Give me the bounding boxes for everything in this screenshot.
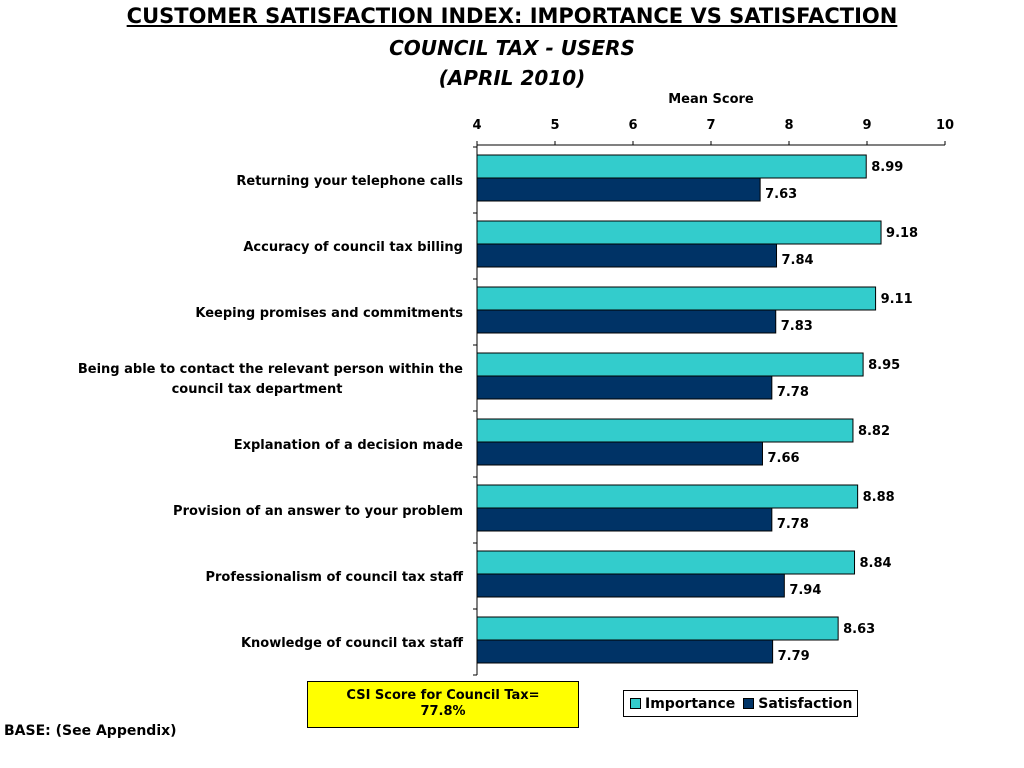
importance-data-label: 8.95 [868, 358, 900, 373]
category-label-line: council tax department [172, 382, 343, 397]
x-tick-label: 4 [472, 118, 481, 133]
importance-bar [476, 220, 882, 245]
x-tick-label: 5 [550, 118, 559, 133]
x-tick-label: 7 [706, 118, 715, 133]
chart-date: (APRIL 2010) [438, 66, 586, 90]
importance-bar [476, 616, 839, 641]
satisfaction-bar [476, 507, 773, 532]
importance-data-label: 8.84 [860, 556, 892, 571]
category-label-line: Knowledge of council tax staff [241, 636, 464, 651]
satisfaction-data-label: 7.84 [782, 253, 814, 268]
x-axis-title: Mean Score [668, 92, 754, 107]
satisfaction-data-label: 7.83 [781, 319, 813, 334]
chart-title: CUSTOMER SATISFACTION INDEX: IMPORTANCE … [126, 4, 898, 28]
legend-label-satisfaction: Satisfaction [758, 695, 853, 712]
chart-legend: Importance Satisfaction [623, 690, 858, 717]
importance-bar [476, 550, 856, 575]
x-tick-label: 10 [936, 118, 954, 133]
importance-bar [476, 484, 859, 509]
satisfaction-data-label: 7.78 [777, 517, 809, 532]
legend-swatch-satisfaction [743, 698, 755, 709]
satisfaction-bar [476, 309, 777, 334]
legend-item-importance: Importance [630, 696, 735, 712]
satisfaction-data-label: 7.66 [767, 451, 799, 466]
importance-data-label: 8.88 [863, 490, 895, 505]
satisfaction-bar [476, 639, 774, 664]
category-label-line: Provision of an answer to your problem [173, 504, 463, 519]
importance-bar [476, 418, 854, 443]
category-label-line: Professionalism of council tax staff [205, 570, 463, 585]
importance-data-label: 8.99 [871, 160, 903, 175]
importance-data-label: 9.11 [881, 292, 913, 307]
x-tick-label: 6 [628, 118, 637, 133]
satisfaction-bar [476, 177, 761, 202]
category-label: Provision of an answer to your problem [173, 504, 463, 519]
category-label: Knowledge of council tax staff [241, 636, 464, 651]
category-label: Returning your telephone calls [236, 174, 463, 189]
category-label: Being able to contact the relevant perso… [78, 362, 463, 397]
base-note: BASE: (See Appendix) [4, 723, 177, 739]
importance-data-label: 8.63 [843, 622, 875, 637]
csi-score-label: CSI Score for Council Tax= [346, 688, 540, 703]
satisfaction-data-label: 7.78 [777, 385, 809, 400]
satisfaction-bar [476, 441, 763, 466]
legend-label-importance: Importance [645, 695, 736, 712]
x-tick-label: 9 [862, 118, 871, 133]
category-label: Professionalism of council tax staff [205, 570, 463, 585]
category-label: Keeping promises and commitments [195, 306, 463, 321]
satisfaction-data-label: 7.63 [765, 187, 797, 202]
satisfaction-data-label: 7.79 [778, 649, 810, 664]
importance-bar [476, 154, 867, 179]
legend-swatch-importance [630, 698, 641, 709]
x-tick-label: 8 [784, 118, 793, 133]
category-label-line: Explanation of a decision made [234, 438, 463, 453]
importance-data-label: 8.82 [858, 424, 890, 439]
chart-subtitle: COUNCIL TAX - USERS [389, 36, 635, 60]
legend-item-satisfaction: Satisfaction [743, 695, 853, 712]
satisfaction-data-label: 7.94 [789, 583, 821, 598]
satisfaction-bar [476, 573, 785, 598]
category-label-line: Returning your telephone calls [236, 174, 463, 189]
bar-chart: Mean Score 4 5 6 7 8 9 10 Returning your telepho… [78, 92, 954, 676]
csi-score-box: CSI Score for Council Tax= 77.8% [307, 681, 579, 728]
category-label: Accuracy of council tax billing [243, 240, 463, 255]
category-label: Explanation of a decision made [234, 438, 463, 453]
category-label-line: Accuracy of council tax billing [243, 240, 463, 255]
category-label-line: Keeping promises and commitments [195, 306, 463, 321]
csi-score-value: 77.8% [420, 704, 466, 719]
satisfaction-bar [476, 243, 778, 268]
importance-bar [476, 352, 864, 377]
satisfaction-bar [476, 375, 773, 400]
importance-data-label: 9.18 [886, 226, 918, 241]
importance-bar [476, 286, 877, 311]
category-label-line: Being able to contact the relevant perso… [78, 362, 463, 377]
